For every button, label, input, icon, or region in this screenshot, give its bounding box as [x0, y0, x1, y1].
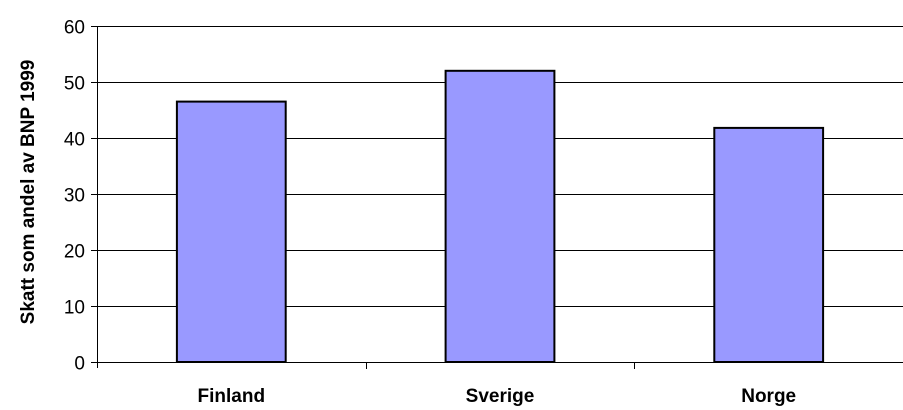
y-tick-label-10: 10 [64, 298, 85, 319]
y-tick-label-40: 40 [64, 130, 85, 151]
y-tick-label-30: 30 [64, 186, 85, 207]
y-tick-label-0: 0 [74, 354, 85, 375]
bar-finland [175, 100, 287, 363]
y-axis-title: Skatt som andel av BNP 1999 [18, 60, 39, 325]
x-tick-label-sverige: Sverige [466, 386, 535, 407]
bar-norge [713, 126, 825, 364]
y-tick-labels: 0 10 20 30 40 50 60 [64, 18, 85, 375]
x-tick-labels: Finland Sverige Norge [198, 386, 797, 407]
x-tick-label-norge: Norge [741, 386, 796, 407]
bars [175, 69, 825, 364]
y-tick-label-50: 50 [64, 74, 85, 95]
bar-sverige [444, 69, 556, 364]
x-tick-label-finland: Finland [198, 386, 266, 407]
y-tick-label-20: 20 [64, 242, 85, 263]
y-tick-label-60: 60 [64, 18, 85, 39]
